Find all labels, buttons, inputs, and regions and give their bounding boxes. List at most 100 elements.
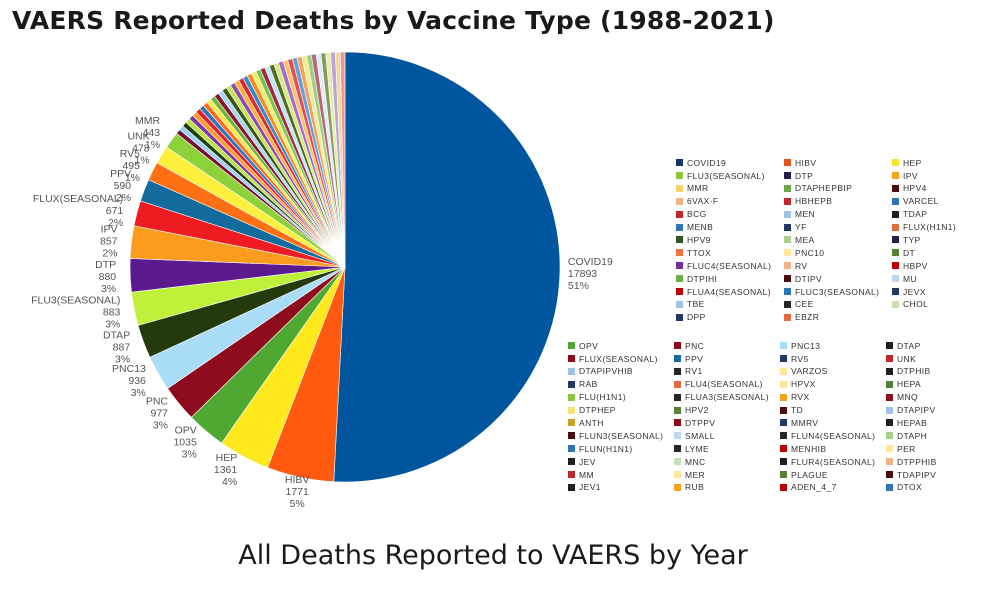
legend-item-jev1: JEV1 [568,482,674,493]
legend-item-dtap: DTAP [886,340,986,351]
legend-swatch [676,236,683,244]
legend-label: FLUR4(SEASONAL) [791,456,876,467]
legend-label: FLU3(SEASONAL) [687,170,765,181]
legend-label: ADEN_4_7 [791,482,837,493]
legend-item-dtpphib: DTPPHIB [886,456,986,467]
legend-swatch [780,432,787,440]
legend-label: FLUA4(SEASONAL) [687,286,771,297]
legend-item-flu3-seasonal-: FLU3(SEASONAL) [676,170,784,181]
legend-item-flua4-seasonal-: FLUA4(SEASONAL) [676,286,784,297]
legend-swatch [568,419,575,427]
legend-swatch [568,367,575,375]
legend-label: HPV4 [903,183,927,194]
legend-label: ANTH [579,417,604,428]
legend-swatch [886,342,893,350]
slice-label-name: OPV [175,425,197,437]
legend-label: VARZOS [791,366,828,377]
legend-label: YF [795,222,807,233]
legend-item-td: TD [780,404,886,415]
legend-item-hepab: HEPAB [886,417,986,428]
slice-label-name: PNC [146,395,169,407]
legend-item-rv: RV [784,260,892,271]
legend-label: JEV [579,456,596,467]
legend-swatch [784,236,791,244]
legend-swatch [568,355,575,363]
legend-item-hpv4: HPV4 [892,183,986,194]
legend-item-flun4-seasonal-: FLUN4(SEASONAL) [780,430,886,441]
legend-label: DTAPHEPBIP [795,183,853,194]
legend-item-pnc13: PNC13 [780,340,886,351]
legend-label: DT [903,247,916,258]
legend-label: MEA [795,234,815,245]
legend-item-ppv: PPV [674,353,780,364]
legend-label: HPV9 [687,234,711,245]
legend-item-flu4-seasonal-: FLU4(SEASONAL) [674,379,780,390]
legend-label: HPV2 [685,405,709,416]
legend-swatch [784,197,791,205]
legend-label: FLU(H1N1) [579,392,627,403]
legend-item-hibv: HIBV [784,157,892,168]
legend-item-varcel: VARCEL [892,196,986,207]
legend-swatch [676,288,683,296]
legend-swatch [892,288,899,296]
legend-swatch [886,471,893,479]
legend-swatch [886,367,893,375]
legend-swatch [568,483,575,491]
legend-item-dtaphepbip: DTAPHEPBIP [784,183,892,194]
legend-label: CHOL [903,299,929,310]
legend-item-small: SMALL [674,430,780,441]
legend-label: TD [791,405,804,416]
legend-item-dtaph: DTAPH [886,430,986,441]
slice-label-percent: 3% [131,387,146,399]
legend-swatch [780,380,787,388]
legend-label: FLUX(SEASONAL) [579,353,658,364]
legend-swatch [674,458,681,466]
legend-item-flun-h1n1-: FLUN(H1N1) [568,443,674,454]
legend-label: PPV [685,353,704,364]
slice-label-name: IPV [101,223,118,235]
legend-label: HEPAB [897,417,928,428]
legend-label: DTAPIPVHIB [579,366,633,377]
legend-label: JEVX [903,286,926,297]
slice-label-value: 17893 [568,268,597,280]
legend-item-hpv2: HPV2 [674,404,780,415]
slice-label-name: HEP [216,452,238,464]
legend-swatch [784,262,791,270]
legend-item-varzos: VARZOS [780,366,886,377]
legend-item-dtppv: DTPPV [674,417,780,428]
slice-label-percent: 5% [290,498,305,510]
legend-label: DPP [687,312,706,323]
legend-swatch [568,458,575,466]
legend-item-cee: CEE [784,299,892,310]
legend-swatch [886,458,893,466]
slice-label-name: COVID19 [568,256,613,268]
legend-swatch [568,380,575,388]
legend-item-hbhepb: HBHEPB [784,196,892,207]
legend-swatch [676,172,683,180]
legend-label: OPV [579,340,599,351]
legend-item-tdap: TDAP [892,209,986,220]
legend-swatch [784,300,791,308]
legend-label: FLUN4(SEASONAL) [791,430,876,441]
legend-label: FLUC4(SEASONAL) [687,260,772,271]
legend-label: DTPHIB [897,366,931,377]
slice-label-value: 443 [143,127,161,139]
legend-item-pnc: PNC [674,340,780,351]
legend-label: TBE [687,299,705,310]
legend-label: DTOX [897,482,923,493]
legend-item-per: PER [886,443,986,454]
legend-item-flu-h1n1-: FLU(H1N1) [568,392,674,403]
legend-item-flua3-seasonal-: FLUA3(SEASONAL) [674,392,780,403]
legend-swatch [674,355,681,363]
legend-swatch [676,275,683,283]
legend-item-jevx: JEVX [892,286,986,297]
legend-swatch [886,445,893,453]
legend-label: RVX [791,392,810,403]
legend-item-tbe: TBE [676,299,784,310]
legend-label: MER [685,469,706,480]
legend-label: PNC10 [795,247,825,258]
